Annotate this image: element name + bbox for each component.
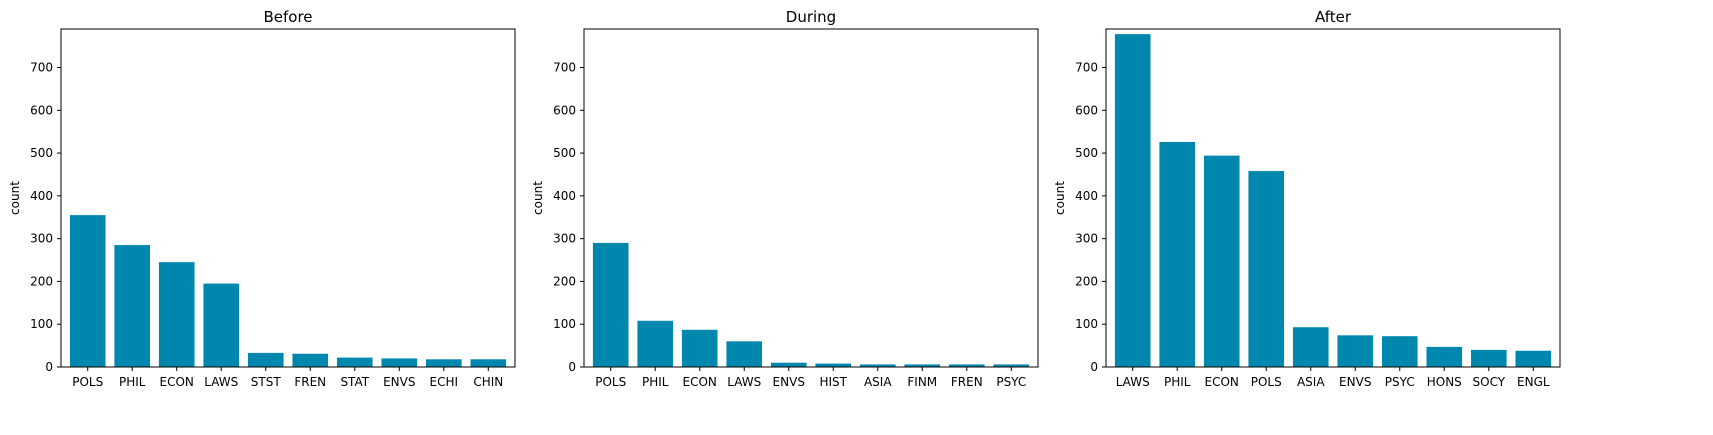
axes-frame: [1105, 28, 1561, 368]
bar-hist: [815, 363, 852, 367]
bar-envs: [1337, 335, 1374, 367]
x-tick-label: ECHI: [430, 375, 459, 389]
x-tick-label: ASIA: [864, 375, 892, 389]
y-tick-label: 400: [30, 189, 53, 203]
axes-frame: [583, 28, 1039, 368]
y-tick-label: 400: [1075, 189, 1098, 203]
y-tick-label: 700: [30, 61, 53, 75]
x-tick-label: ECON: [683, 375, 717, 389]
bar-econ: [1203, 155, 1240, 367]
bar-pols: [69, 215, 106, 367]
y-tick-label: 100: [30, 317, 53, 331]
bar-psyc: [1381, 336, 1418, 367]
y-tick-label: 500: [1075, 146, 1098, 160]
x-tick-label: STST: [251, 375, 282, 389]
bar-asia: [1292, 327, 1329, 367]
y-axis-label: count: [1053, 181, 1067, 215]
y-tick-label: 500: [30, 146, 53, 160]
x-tick-label: LAWS: [204, 375, 238, 389]
bar-pols: [1248, 171, 1285, 367]
y-axis-label: count: [8, 181, 22, 215]
bar-hons: [1426, 346, 1463, 367]
x-tick-label: SOCY: [1473, 375, 1506, 389]
y-tick-label: 600: [30, 103, 53, 117]
x-tick-label: ASIA: [1297, 375, 1325, 389]
x-tick-label: FREN: [294, 375, 326, 389]
y-tick-label: 600: [553, 103, 576, 117]
bar-finm: [904, 364, 941, 367]
y-tick-label: 0: [568, 360, 576, 374]
x-tick-label: PHIL: [119, 375, 146, 389]
bar-pols: [592, 242, 629, 367]
bar-envs: [381, 358, 418, 367]
bar-laws: [1114, 34, 1151, 367]
x-tick-label: FINM: [907, 375, 937, 389]
y-tick-label: 100: [1075, 317, 1098, 331]
axes-frame: [60, 28, 516, 368]
bar-econ: [681, 329, 718, 367]
bar-phil: [1159, 141, 1196, 367]
bar-fren: [948, 364, 985, 367]
bar-psyc: [993, 364, 1030, 367]
y-tick-label: 300: [1075, 232, 1098, 246]
x-tick-label: CHIN: [473, 375, 503, 389]
y-tick-label: 500: [553, 146, 576, 160]
bar-phil: [114, 245, 151, 367]
x-tick-label: LAWS: [1116, 375, 1150, 389]
x-tick-label: ENGL: [1517, 375, 1550, 389]
bar-socy: [1470, 349, 1507, 367]
x-tick-label: PSYC: [996, 375, 1026, 389]
y-tick-label: 400: [553, 189, 576, 203]
x-tick-label: ECON: [160, 375, 194, 389]
x-tick-label: PHIL: [1164, 375, 1191, 389]
chart-title: After: [1315, 8, 1352, 26]
bar-asia: [859, 364, 896, 367]
x-tick-label: STAT: [340, 375, 369, 389]
bar-engl: [1515, 350, 1552, 367]
x-tick-label: ECON: [1205, 375, 1239, 389]
y-tick-label: 300: [30, 232, 53, 246]
bar-fren: [292, 353, 329, 367]
y-tick-label: 700: [1075, 61, 1098, 75]
x-tick-label: ENVS: [773, 375, 805, 389]
x-tick-label: LAWS: [727, 375, 761, 389]
x-tick-label: FREN: [951, 375, 983, 389]
bar-stat: [336, 357, 373, 367]
y-tick-label: 200: [1075, 274, 1098, 288]
chart-panel-2: 0 100 200 300 400 500 600 700 LAWS PHIL ECON POLS AS…: [1053, 8, 1561, 389]
y-tick-label: 100: [553, 317, 576, 331]
y-tick-label: 300: [553, 232, 576, 246]
x-tick-label: HIST: [819, 375, 847, 389]
x-tick-label: HONS: [1427, 375, 1462, 389]
y-tick-label: 200: [553, 274, 576, 288]
bar-phil: [637, 320, 674, 367]
bar-econ: [158, 262, 195, 367]
bar-envs: [770, 362, 807, 367]
x-tick-label: PHIL: [642, 375, 669, 389]
x-tick-label: POLS: [72, 375, 103, 389]
x-tick-label: PSYC: [1385, 375, 1415, 389]
y-tick-label: 0: [45, 360, 53, 374]
x-tick-label: ENVS: [383, 375, 415, 389]
y-tick-label: 700: [553, 61, 576, 75]
y-tick-label: 200: [30, 274, 53, 288]
bar-echi: [425, 359, 462, 367]
chart-title: During: [786, 8, 836, 26]
bar-laws: [726, 341, 763, 367]
bar-stst: [247, 352, 284, 367]
bar-laws: [203, 283, 240, 367]
y-axis-label: count: [531, 181, 545, 215]
x-tick-label: POLS: [1251, 375, 1282, 389]
chart-panel-1: 0 100 200 300 400 500 600 700 POLS PHIL ECON LAWS EN…: [531, 8, 1039, 389]
y-tick-label: 600: [1075, 103, 1098, 117]
chart-panel-0: 0 100 200 300 400 500 600 700 POLS PHIL ECON LAWS ST…: [8, 8, 516, 389]
chart-title: Before: [263, 8, 312, 26]
bar-chin: [470, 359, 507, 367]
y-tick-label: 0: [1090, 360, 1098, 374]
x-tick-label: ENVS: [1339, 375, 1371, 389]
x-tick-label: POLS: [595, 375, 626, 389]
